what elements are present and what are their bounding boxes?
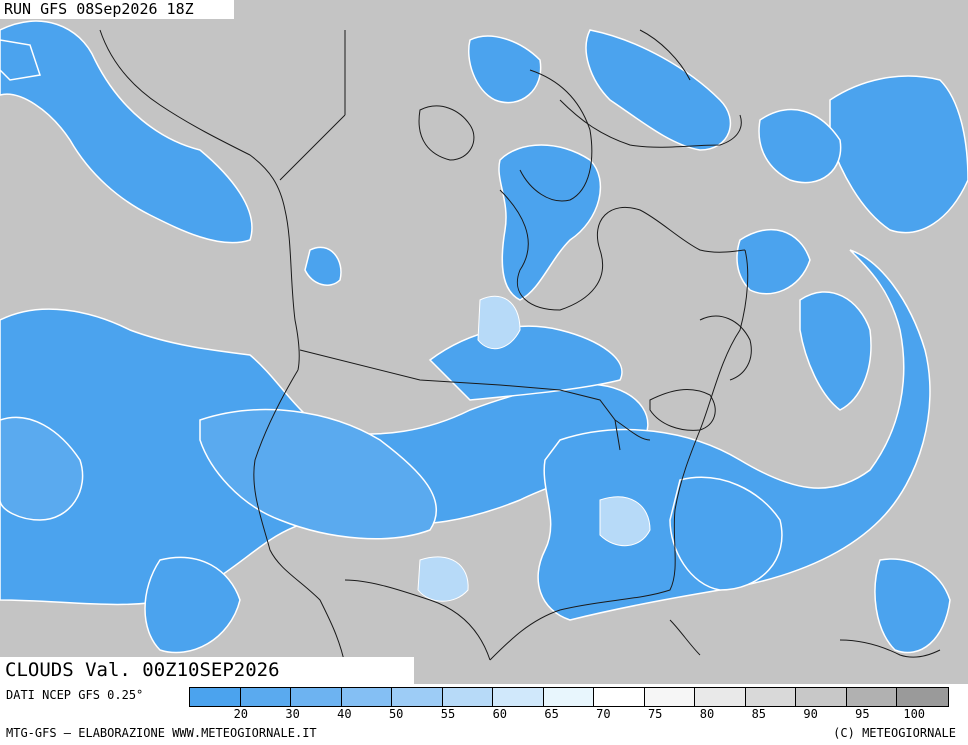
colorbar-swatch bbox=[392, 688, 443, 706]
colorbar-swatch bbox=[745, 688, 796, 706]
partial-cloud-regions bbox=[417, 295, 651, 602]
credit-copyright: (C) METEOGIORNALE bbox=[833, 726, 956, 740]
colorbar-swatch bbox=[796, 688, 847, 706]
legend-footer: DATI NCEP GFS 0.25° 20 30 40 50 55 60 65 70 75 80… bbox=[0, 684, 968, 745]
colorbar-swatch bbox=[846, 688, 897, 706]
colorbar-swatch bbox=[695, 688, 746, 706]
colorbar bbox=[189, 687, 949, 707]
colorbar-tick-label: 60 bbox=[492, 707, 508, 721]
coastlines-borders bbox=[99, 29, 941, 666]
colorbar-swatch bbox=[442, 688, 493, 706]
colorbar-swatch bbox=[594, 688, 645, 706]
colorbar-tick-label: 90 bbox=[803, 707, 818, 721]
map-canvas bbox=[0, 20, 968, 666]
colorbar-tick-label: 30 bbox=[285, 707, 300, 721]
colorbar-tick-label: 40 bbox=[337, 707, 352, 721]
colorbar-swatch bbox=[240, 688, 291, 706]
colorbar-tick-label: 85 bbox=[751, 707, 767, 721]
validity-label: CLOUDS Val. 00Z10SEP2026 bbox=[0, 657, 414, 684]
run-label: RUN GFS 08Sep2026 18Z bbox=[0, 0, 234, 19]
colorbar-tick-label: 75 bbox=[647, 707, 663, 721]
colorbar-tick-label: 80 bbox=[699, 707, 715, 721]
colorbar-swatch bbox=[897, 688, 948, 706]
colorbar-swatch bbox=[190, 688, 241, 706]
colorbar-tick-label: 95 bbox=[855, 707, 870, 721]
colorbar-swatch bbox=[341, 688, 392, 706]
colorbar-tick-label: 100 bbox=[903, 707, 926, 721]
colorbar-tick-label: 50 bbox=[388, 707, 404, 721]
credit-elaboration: MTG-GFS – ELABORAZIONE WWW.METEOGIORNALE… bbox=[6, 726, 317, 740]
cloud-map bbox=[0, 0, 968, 684]
colorbar-tick-label: 55 bbox=[440, 707, 456, 721]
colorbar-swatch bbox=[644, 688, 695, 706]
colorbar-tick-label: 65 bbox=[544, 707, 559, 721]
colorbar-tick-label: 20 bbox=[233, 707, 249, 721]
dataset-label: DATI NCEP GFS 0.25° bbox=[6, 688, 144, 702]
colorbar-swatch bbox=[291, 688, 342, 706]
colorbar-swatch bbox=[543, 688, 594, 706]
colorbar-tick-label: 70 bbox=[596, 707, 611, 721]
colorbar-swatch bbox=[493, 688, 544, 706]
colorbar-ticks: 20 30 40 50 55 60 65 70 75 80 85 90 95 100 bbox=[189, 707, 966, 721]
